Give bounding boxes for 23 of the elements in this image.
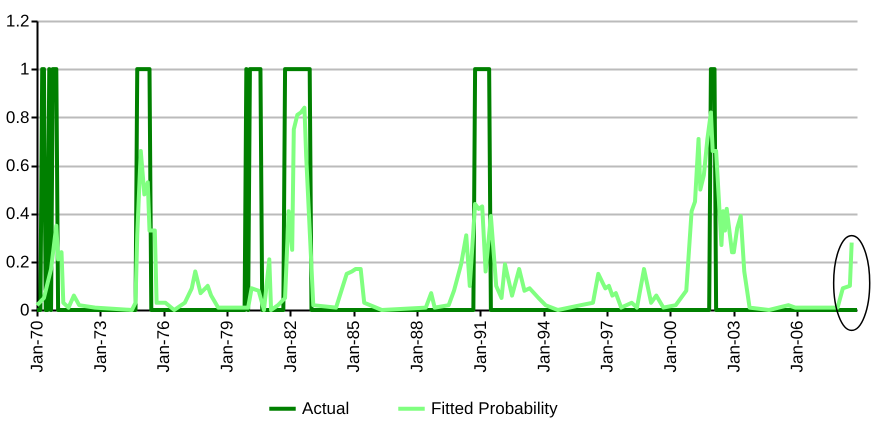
y-tick-label: 0.4 [6,204,30,224]
x-tick-label: Jan-82 [280,320,300,372]
line-series [35,106,854,312]
x-tick-label: Jan-79 [218,320,237,372]
y-tick-label: 0.8 [6,108,30,127]
x-tick-label: Jan-76 [154,320,174,372]
x-tick-label: Jan-94 [534,320,554,372]
x-tick-label: Jan-91 [470,320,490,372]
legend-label: Actual [302,398,350,418]
x-tick-label: Jan-88 [408,320,427,372]
legend-label: Fitted Probability [431,398,558,418]
x-tick-label: Jan-73 [90,320,110,372]
y-tick-label: 1 [20,60,30,79]
y-tick-label: 1.2 [6,12,30,30]
x-tick-label: Jan-00 [660,320,680,372]
x-tick-label: Jan-06 [788,320,807,372]
x-tick-label: Jan-85 [344,320,364,372]
y-tick-label: 0 [20,300,30,320]
x-tick-label: Jan-70 [28,320,46,372]
x-tick-label: Jan-97 [598,320,617,372]
y-tick-label: 0.2 [6,252,30,272]
x-tick-label: Jan-03 [724,320,744,372]
y-tick-label: 0.6 [6,156,30,175]
